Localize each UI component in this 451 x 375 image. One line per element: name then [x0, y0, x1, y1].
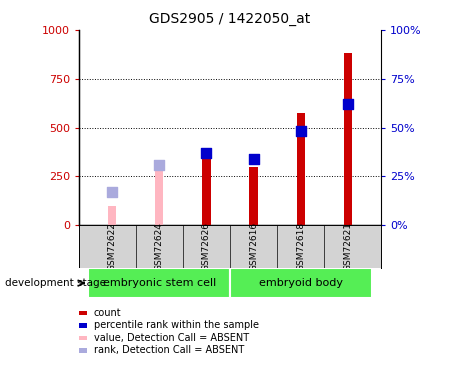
Text: GSM72618: GSM72618 — [296, 222, 305, 271]
Bar — [202, 155, 211, 225]
Bar — [155, 166, 163, 225]
Text: percentile rank within the sample: percentile rank within the sample — [94, 321, 259, 330]
Point — [297, 128, 304, 134]
Text: GSM72626: GSM72626 — [202, 222, 211, 271]
Text: count: count — [94, 308, 121, 318]
Point — [345, 101, 352, 107]
Text: embryoid body: embryoid body — [259, 278, 343, 288]
Bar — [249, 166, 258, 225]
Bar — [230, 268, 372, 298]
Bar — [108, 206, 116, 225]
Text: GSM72616: GSM72616 — [249, 222, 258, 271]
Text: GSM72622: GSM72622 — [107, 222, 116, 271]
Title: GDS2905 / 1422050_at: GDS2905 / 1422050_at — [149, 12, 311, 26]
Point — [250, 156, 257, 162]
Point — [108, 189, 115, 195]
Text: GSM72621: GSM72621 — [344, 222, 353, 271]
Text: value, Detection Call = ABSENT: value, Detection Call = ABSENT — [94, 333, 249, 343]
Bar — [88, 268, 230, 298]
Bar — [344, 53, 352, 225]
Text: development stage: development stage — [5, 279, 106, 288]
Bar — [297, 113, 305, 225]
Point — [203, 150, 210, 156]
Point — [156, 162, 163, 168]
Text: rank, Detection Call = ABSENT: rank, Detection Call = ABSENT — [94, 345, 244, 355]
Text: embryonic stem cell: embryonic stem cell — [102, 278, 216, 288]
Text: GSM72624: GSM72624 — [155, 222, 164, 271]
